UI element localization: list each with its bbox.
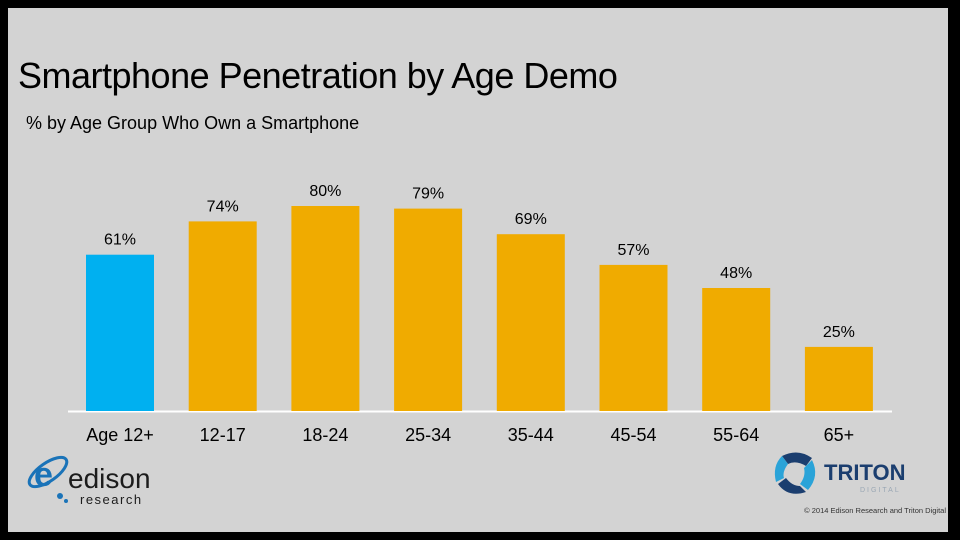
triton-digital-logo: TRITON DIGITAL bbox=[772, 448, 932, 498]
bar-45-54 bbox=[599, 264, 668, 411]
data-label: 74% bbox=[207, 198, 239, 215]
triton-logo-mark-icon: TRITON DIGITAL bbox=[774, 452, 905, 494]
x-tick-label: 18-24 bbox=[302, 425, 348, 445]
data-label: 69% bbox=[515, 211, 547, 228]
x-tick-label: 25-34 bbox=[405, 425, 451, 445]
bar-65- bbox=[804, 346, 873, 411]
page-title: Smartphone Penetration by Age Demo bbox=[18, 55, 618, 96]
x-tick-label: Age 12+ bbox=[86, 425, 154, 445]
x-tick-label: 65+ bbox=[824, 425, 855, 445]
x-tick-label: 35-44 bbox=[508, 425, 554, 445]
data-label: 25% bbox=[823, 324, 855, 341]
x-tick-label: 55-64 bbox=[713, 425, 759, 445]
svg-text:e: e bbox=[34, 456, 53, 494]
edison-logo-sub: research bbox=[80, 492, 143, 507]
x-tick-label: 45-54 bbox=[610, 425, 656, 445]
x-tick-label: 12-17 bbox=[200, 425, 246, 445]
edison-logo-mark-icon: e edison research bbox=[27, 455, 151, 507]
bar-35-44 bbox=[496, 234, 565, 411]
bar-12-17 bbox=[188, 221, 257, 411]
bar-18-24 bbox=[291, 206, 360, 411]
data-label: 61% bbox=[104, 232, 136, 249]
edison-logo-name: edison bbox=[68, 463, 151, 494]
chart-subtitle: % by Age Group Who Own a Smartphone bbox=[26, 113, 360, 133]
bar-25-34 bbox=[394, 208, 463, 411]
slide-background bbox=[8, 8, 948, 532]
data-label: 79% bbox=[412, 186, 444, 203]
edison-research-logo: e edison research bbox=[16, 448, 176, 510]
bar-age-12- bbox=[86, 254, 154, 411]
data-label: 80% bbox=[309, 183, 341, 200]
triton-logo-name: TRITON bbox=[824, 460, 905, 485]
triton-logo-sub: DIGITAL bbox=[860, 487, 901, 494]
data-label: 57% bbox=[617, 242, 649, 259]
data-label: 48% bbox=[720, 265, 752, 282]
bar-55-64 bbox=[702, 288, 771, 411]
copyright-text: © 2014 Edison Research and Triton Digita… bbox=[804, 506, 946, 515]
